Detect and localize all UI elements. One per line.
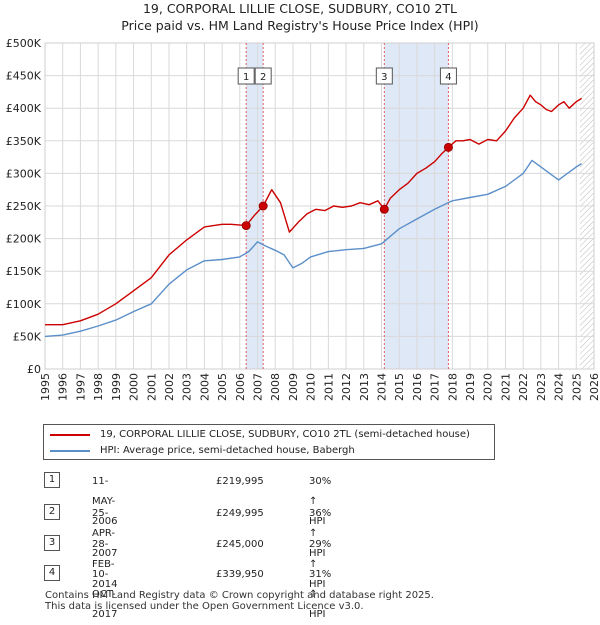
x-tick-label: 2018 — [446, 373, 459, 401]
x-tick-label: 1996 — [57, 373, 70, 401]
series-line — [44, 159, 582, 338]
sale-annotation: 2 — [254, 67, 272, 85]
x-tick-label: 2000 — [128, 373, 141, 401]
transaction-price: £339,950 — [216, 569, 264, 580]
x-tick-label: 1998 — [92, 373, 105, 401]
x-tick-label: 2007 — [252, 373, 265, 401]
chart-title: 19, CORPORAL LILLIE CLOSE, SUDBURY, CO10… — [142, 1, 458, 16]
x-tick-label: 2005 — [216, 373, 229, 401]
y-tick-label: £300K — [6, 167, 42, 180]
y-tick-label: £350K — [6, 135, 42, 148]
x-tick-label: 2010 — [305, 373, 318, 401]
x-tick-label: 2015 — [393, 373, 406, 401]
x-tick-label: 1995 — [39, 373, 52, 401]
x-tick-label: 2013 — [358, 373, 371, 401]
x-tick-label: 2019 — [464, 373, 477, 401]
legend-swatch-property — [50, 434, 90, 436]
transaction-date: 28-FEB-2014 — [92, 539, 118, 590]
x-tick-label: 2025 — [570, 373, 583, 401]
y-tick-label: £50K — [13, 330, 42, 343]
transaction-number: 1 — [44, 472, 60, 488]
x-tick-label: 2020 — [482, 373, 495, 401]
y-tick-label: £500K — [6, 37, 42, 50]
legend: 19, CORPORAL LILLIE CLOSE, SUDBURY, CO10… — [43, 424, 495, 460]
transaction-price: £245,000 — [216, 539, 264, 550]
transaction-date: 10-OCT-2017 — [92, 569, 118, 620]
sale-annotation-box — [254, 67, 272, 85]
sale-annotation-label: 1 — [243, 72, 249, 83]
legend-swatch-hpi — [50, 450, 90, 452]
transaction-hpi: 30% ↑ HPI — [309, 476, 332, 527]
plot-frame — [44, 42, 595, 370]
x-tick-label: 2008 — [269, 373, 282, 401]
legend-label-hpi: HPI: Average price, semi-detached house,… — [100, 445, 355, 456]
x-tick-label: 2001 — [145, 373, 158, 401]
x-tick-label: 2022 — [517, 373, 530, 401]
sale-annotation-label: 3 — [381, 72, 387, 83]
transaction-number: 2 — [44, 504, 60, 520]
x-tick-label: 2024 — [553, 373, 566, 401]
transaction-hpi: 31% ↑ HPI — [309, 569, 332, 620]
transaction-date: 11-MAY-2006 — [92, 476, 118, 527]
y-tick-label: £100K — [6, 298, 42, 311]
x-tick-label: 1997 — [74, 373, 87, 401]
sale-point — [258, 201, 268, 211]
x-tick-label: 2009 — [287, 373, 300, 401]
x-tick-label: 2017 — [429, 373, 442, 401]
y-tick-label: £150K — [6, 265, 42, 278]
sale-annotation: 3 — [375, 67, 393, 85]
x-tick-label: 2012 — [340, 373, 353, 401]
x-tick-label: 2023 — [535, 373, 548, 401]
sale-point — [443, 142, 453, 152]
transaction-price: £219,995 — [216, 476, 264, 487]
x-tick-label: 2016 — [411, 373, 424, 401]
sale-annotation-box — [439, 67, 457, 85]
x-tick-label: 2021 — [499, 373, 512, 401]
y-tick-label: £200K — [6, 233, 42, 246]
footer-copyright: Contains HM Land Registry data © Crown c… — [45, 590, 434, 601]
legend-label-property: 19, CORPORAL LILLIE CLOSE, SUDBURY, CO10… — [100, 429, 470, 440]
transaction-number: 3 — [44, 535, 60, 551]
sale-annotation-label: 4 — [445, 72, 451, 83]
sale-annotation-box — [237, 67, 255, 85]
y-tick-label: £0 — [27, 363, 41, 376]
sale-point — [241, 221, 251, 231]
y-tick-label: £450K — [6, 70, 42, 83]
x-tick-label: 2011 — [322, 373, 335, 401]
sale-annotation-label: 2 — [260, 72, 266, 83]
sale-annotation: 1 — [237, 67, 255, 85]
sale-annotation-box — [375, 67, 393, 85]
sale-annotation: 4 — [439, 67, 457, 85]
series-line — [45, 94, 582, 326]
transaction-number: 4 — [44, 565, 60, 581]
x-tick-label: 2014 — [375, 373, 388, 401]
sale-point — [379, 204, 389, 214]
x-tick-label: 2004 — [198, 373, 211, 401]
y-tick-label: £400K — [6, 102, 42, 115]
x-tick-label: 2026 — [588, 373, 600, 401]
chart-subtitle: Price paid vs. HM Land Registry's House … — [121, 18, 479, 33]
price-chart: £0 £50K £100K £150K £200K £250K £300K £350K £400… — [6, 37, 600, 401]
x-tick-label: 2006 — [234, 373, 247, 401]
x-tick-label: 2003 — [181, 373, 194, 401]
transaction-date: 25-APR-2007 — [92, 508, 118, 559]
footer-licence: This data is licensed under the Open Gov… — [45, 601, 364, 612]
x-tick-label: 2002 — [163, 373, 176, 401]
transaction-hpi: 29% ↑ HPI — [309, 539, 332, 590]
transaction-hpi: 36% ↑ HPI — [309, 508, 332, 559]
transaction-price: £249,995 — [216, 508, 264, 519]
y-tick-label: £250K — [6, 200, 42, 213]
x-tick-label: 1999 — [110, 373, 123, 401]
